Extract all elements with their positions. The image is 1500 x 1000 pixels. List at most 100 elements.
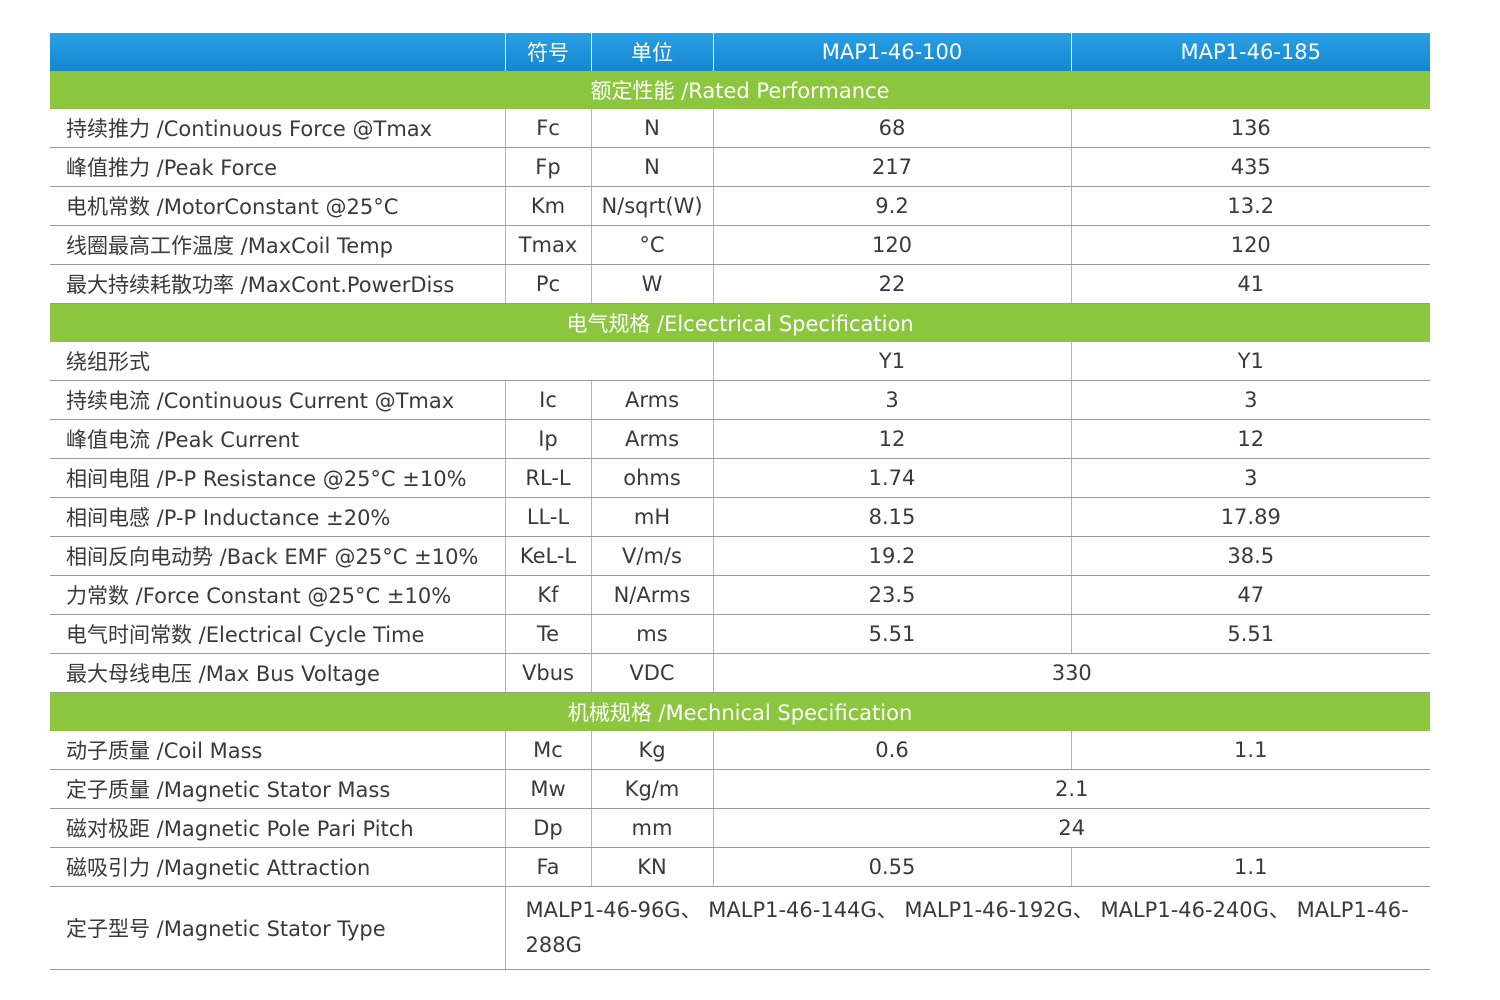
row-label: 线圈最高工作温度 /MaxCoil Temp	[50, 225, 505, 265]
data-row: 最大持续耗散功率 /MaxCont.PowerDiss Pc W 22 41	[50, 264, 1430, 304]
cell-value: °C	[590, 225, 713, 265]
cell-value: Ip	[504, 419, 591, 459]
cell-value: N/sqrt(W)	[590, 186, 713, 226]
cell-value: Fa	[504, 847, 591, 887]
section-title: 电气规格 /Elcectrical Specification	[50, 303, 1430, 342]
cell-value: 5.51	[712, 614, 1071, 654]
cell-value: 24	[712, 808, 1430, 848]
cell-value: Kf	[504, 575, 591, 615]
cell-value: 0.55	[712, 847, 1071, 887]
header-cell: 单位	[590, 33, 713, 71]
data-row: 定子质量 /Magnetic Stator Mass Mw Kg/m 2.1	[50, 769, 1430, 809]
cell-value: ms	[590, 614, 713, 654]
data-row: 相间电感 /P-P Inductance ±20% LL-L mH 8.15 17.89	[50, 497, 1430, 537]
cell-value: 0.6	[712, 731, 1071, 770]
cell-value: Pc	[504, 264, 591, 304]
cell-value: 1.1	[1070, 847, 1430, 887]
row-label: 磁吸引力 /Magnetic Attraction	[50, 847, 505, 887]
header-cell: 符号	[504, 33, 591, 71]
cell-value: 1.1	[1070, 731, 1430, 770]
cell-value: ohms	[590, 458, 713, 498]
cell-value: N/Arms	[590, 575, 713, 615]
cell-value: 3	[1070, 380, 1430, 420]
cell-value: Tmax	[504, 225, 591, 265]
row-label: 磁对极距 /Magnetic Pole Pari Pitch	[50, 808, 505, 848]
cell-value: Kg/m	[590, 769, 713, 809]
cell-value: V/m/s	[590, 536, 713, 576]
cell-value: 19.2	[712, 536, 1071, 576]
cell-value: KN	[590, 847, 713, 887]
cell-value: N	[590, 147, 713, 187]
cell-value: LL-L	[504, 497, 591, 537]
row-label: 相间反向电动势 /Back EMF @25°C ±10%	[50, 536, 505, 576]
row-label: 最大母线电压 /Max Bus Voltage	[50, 653, 505, 693]
cell-value: Ic	[504, 380, 591, 420]
cell-value: 3	[1070, 458, 1430, 498]
data-row: 动子质量 /Coil Mass Mc Kg 0.6 1.1	[50, 731, 1430, 770]
data-row: 相间电阻 /P-P Resistance @25°C ±10% RL-L ohms 1…	[50, 458, 1430, 498]
data-row: 峰值推力 /Peak Force Fp N 217 435	[50, 147, 1430, 187]
cell-value: 136	[1070, 109, 1430, 148]
data-row: 最大母线电压 /Max Bus Voltage Vbus VDC 330	[50, 653, 1430, 693]
cell-value: 9.2	[712, 186, 1071, 226]
cell-value: 47	[1070, 575, 1430, 615]
cell-value: 330	[712, 653, 1430, 693]
cell-value: Kg	[590, 731, 713, 770]
cell-value: 12	[712, 419, 1071, 459]
cell-value: 38.5	[1070, 536, 1430, 576]
cell-value: Arms	[590, 380, 713, 420]
cell-value: 120	[712, 225, 1071, 265]
row-label: 定子质量 /Magnetic Stator Mass	[50, 769, 505, 809]
cell-value: 1.74	[712, 458, 1071, 498]
cell-value: W	[590, 264, 713, 304]
cell-value: 22	[712, 264, 1071, 304]
header-cell: MAP1-46-185	[1070, 33, 1430, 71]
row-label: 电气时间常数 /Electrical Cycle Time	[50, 614, 505, 654]
data-row: 力常数 /Force Constant @25°C ±10% Kf N/Arms 23…	[50, 575, 1430, 615]
row-label: 持续电流 /Continuous Current @Tmax	[50, 380, 505, 420]
cell-value: 13.2	[1070, 186, 1430, 226]
cell-value: Km	[504, 186, 591, 226]
row-label: 最大持续耗散功率 /MaxCont.PowerDiss	[50, 264, 505, 304]
cell-value: 2.1	[712, 769, 1430, 809]
cell-value: mm	[590, 808, 713, 848]
cell-value: Y1	[1070, 342, 1430, 381]
section-title: 额定性能 /Rated Performance	[50, 71, 1430, 109]
header-cell	[50, 33, 505, 71]
row-label: 绕组形式	[50, 342, 713, 381]
section-row: 机械规格 /Mechnical Specification	[50, 692, 1430, 731]
data-row: 电气时间常数 /Electrical Cycle Time Te ms 5.51 5.5…	[50, 614, 1430, 654]
section-row: 电气规格 /Elcectrical Specification	[50, 303, 1430, 342]
cell-value: Dp	[504, 808, 591, 848]
cell-value: 8.15	[712, 497, 1071, 537]
table-body: 符号 单位 MAP1-46-100 MAP1-46-185 额定性能 /Rated Pe…	[50, 33, 1430, 970]
cell-value: 5.51	[1070, 614, 1430, 654]
row-label: 持续推力 /Continuous Force @Tmax	[50, 109, 505, 148]
cell-value: 217	[712, 147, 1071, 187]
row-label: 动子质量 /Coil Mass	[50, 731, 505, 770]
data-row: 峰值电流 /Peak Current Ip Arms 12 12	[50, 419, 1430, 459]
data-row: 持续电流 /Continuous Current @Tmax Ic Arms 3 3	[50, 380, 1430, 420]
cell-value: Y1	[712, 342, 1071, 381]
cell-value: 68	[712, 109, 1071, 148]
row-label: 相间电感 /P-P Inductance ±20%	[50, 497, 505, 537]
data-row: 定子型号 /Magnetic Stator Type MALP1-46-96G、 …	[50, 886, 1430, 970]
header-cell: MAP1-46-100	[712, 33, 1071, 71]
row-label: 峰值推力 /Peak Force	[50, 147, 505, 187]
cell-value: Te	[504, 614, 591, 654]
cell-value: Mw	[504, 769, 591, 809]
section-title: 机械规格 /Mechnical Specification	[50, 692, 1430, 731]
cell-value: VDC	[590, 653, 713, 693]
data-row: 磁对极距 /Magnetic Pole Pari Pitch Dp mm 24	[50, 808, 1430, 848]
cell-value: Fp	[504, 147, 591, 187]
data-row: 电机常数 /MotorConstant @25°C Km N/sqrt(W) 9.2 1…	[50, 186, 1430, 226]
row-label: 峰值电流 /Peak Current	[50, 419, 505, 459]
cell-value: Fc	[504, 109, 591, 148]
cell-value: 23.5	[712, 575, 1071, 615]
data-row: 绕组形式 Y1 Y1	[50, 342, 1430, 381]
cell-value: KeL-L	[504, 536, 591, 576]
data-row: 磁吸引力 /Magnetic Attraction Fa KN 0.55 1.1	[50, 847, 1430, 887]
section-row: 额定性能 /Rated Performance	[50, 71, 1430, 109]
